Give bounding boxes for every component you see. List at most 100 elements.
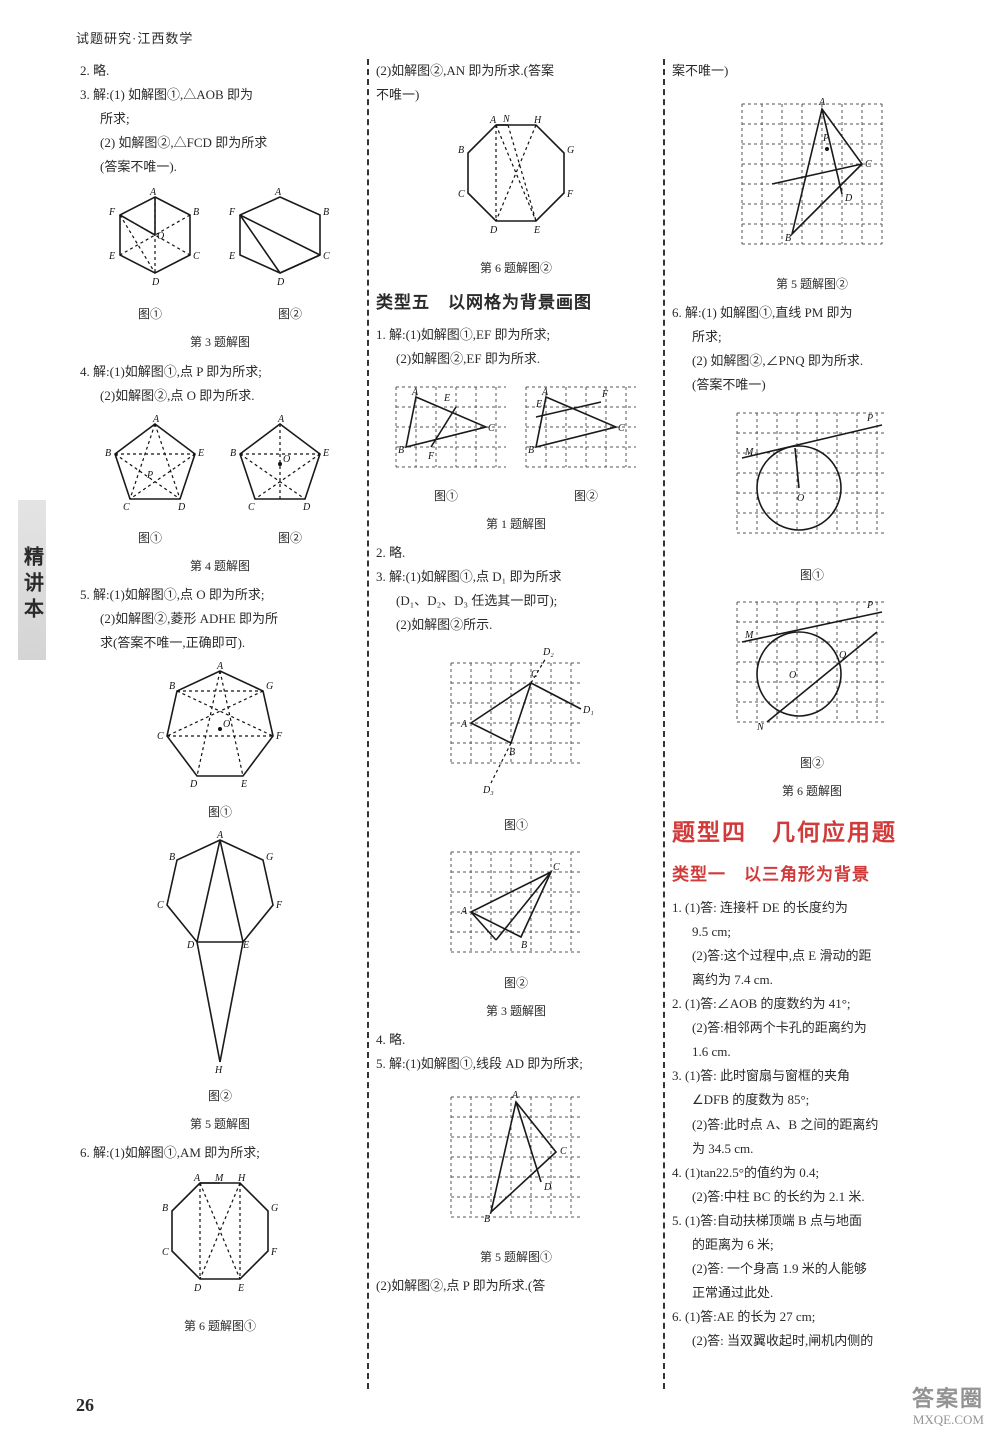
c3-q6b: (2) 如解图②,∠PNQ 即为所求. xyxy=(672,349,952,373)
a1-2: (2)答:这个过程中,点 E 滑动的距 xyxy=(672,944,952,968)
a3-2b: 为 34.5 cm. xyxy=(672,1137,952,1161)
a4-2: (2)答:中柱 BC 的长约为 2.1 米. xyxy=(672,1185,952,1209)
c3-q6b2: (答案不唯一) xyxy=(672,373,952,397)
cap3: 第 3 题解图 xyxy=(80,331,360,353)
cap6b: 第 6 题解图② xyxy=(376,257,656,279)
column-2: (2)如解图②,AN 即为所求.(答案 不唯一) ANH BG CF DE 第 … xyxy=(372,59,660,1389)
svg-text:D: D xyxy=(193,1283,202,1294)
a6-2: (2)答: 当双翼收起时,闸机内侧的 xyxy=(672,1329,952,1353)
c2-s5-2: 2. 略. xyxy=(376,541,656,565)
svg-text:C: C xyxy=(157,900,164,911)
fig-circle2: MP ON Q 图② xyxy=(672,592,952,774)
svg-text:F: F xyxy=(275,731,283,742)
c1-q4a: 4. 解:(1)如解图①,点 P 即为所求; xyxy=(80,360,360,384)
c3-q6a2: 所求; xyxy=(672,325,952,349)
svg-text:A: A xyxy=(489,115,497,126)
a1-1b: 9.5 cm; xyxy=(672,920,952,944)
a5-2: (2)答: 一个身高 1.9 米的人能够 xyxy=(672,1257,952,1281)
svg-text:B: B xyxy=(484,1214,490,1225)
svg-text:E: E xyxy=(228,251,235,262)
svg-text:D: D xyxy=(302,502,311,513)
cap-g6: 第 6 题解图 xyxy=(672,780,952,802)
svg-text:Q: Q xyxy=(839,650,847,661)
c2-s5-1b: (2)如解图②,EF 即为所求. xyxy=(376,347,656,371)
svg-text:A: A xyxy=(277,414,285,425)
svg-text:A: A xyxy=(511,1090,519,1101)
fig-heptagon-kite: AB CD EF GH 图② xyxy=(80,830,360,1107)
svg-text:A: A xyxy=(460,719,468,730)
a2-1: 2. (1)答:∠AOB 的度数约为 41°; xyxy=(672,992,952,1016)
a5-1: 5. (1)答:自动扶梯顶端 B 点与地面 xyxy=(672,1209,952,1233)
svg-text:O: O xyxy=(789,670,796,681)
c3-q6a: 6. 解:(1) 如解图①,直线 PM 即为 xyxy=(672,301,952,325)
svg-text:A: A xyxy=(411,387,419,398)
fig-heptagon: AB CD EF GO 图① xyxy=(80,661,360,823)
svg-text:H: H xyxy=(533,115,542,126)
svg-text:E: E xyxy=(197,448,204,459)
topic-4-title: 题型四 几何应用题 xyxy=(672,812,952,855)
lbl-tu2b: 图② xyxy=(278,527,302,549)
svg-text:B: B xyxy=(193,207,199,218)
c2-s5-3b: (D₁、D₂、D₃ 任选其一即可); xyxy=(376,589,656,613)
svg-text:O: O xyxy=(283,454,290,465)
cap4: 第 4 题解图 xyxy=(80,555,360,577)
svg-text:D: D xyxy=(276,277,285,288)
fig-grid-d: ACB D₁D₂D₃ 图① xyxy=(376,643,656,835)
c1-q4b: (2)如解图②,点 O 即为所求. xyxy=(80,384,360,408)
fig-pentagons: AB CD EP AB CD EO 图① 图② xyxy=(80,414,360,549)
svg-text:C: C xyxy=(618,423,625,434)
svg-text:B: B xyxy=(323,207,329,218)
g3-tu2: 图② xyxy=(376,972,656,994)
cap-g1: 第 1 题解图 xyxy=(376,513,656,535)
fig-octagon1: AMH BG CF DE xyxy=(80,1171,360,1309)
a3-1b: ∠DFB 的度数为 85°; xyxy=(672,1088,952,1112)
svg-text:C: C xyxy=(248,502,255,513)
svg-text:D: D xyxy=(543,1182,552,1193)
svg-text:F: F xyxy=(270,1247,278,1258)
svg-text:A: A xyxy=(818,97,826,108)
svg-text:M: M xyxy=(744,447,754,458)
svg-text:A: A xyxy=(460,906,468,917)
svg-text:H: H xyxy=(214,1065,223,1075)
c1-q5a: 5. 解:(1)如解图①,点 O 即为所求; xyxy=(80,583,360,607)
a2-2b: 1.6 cm. xyxy=(672,1040,952,1064)
svg-text:N: N xyxy=(502,114,511,125)
cap-g3: 第 3 题解图 xyxy=(376,1000,656,1022)
svg-text:B: B xyxy=(398,445,404,456)
svg-text:A: A xyxy=(149,187,157,198)
watermark-bottom: MXQE.COM xyxy=(912,1412,984,1428)
svg-text:B: B xyxy=(162,1203,168,1214)
svg-text:C: C xyxy=(865,159,872,170)
svg-text:D: D xyxy=(489,225,498,236)
g-tu1: 图① xyxy=(434,485,458,507)
main-columns: 2. 略. 3. 解:(1) 如解图①,△AOB 即为 所求; (2) 如解图②… xyxy=(76,59,956,1389)
svg-text:E: E xyxy=(533,225,540,236)
circ-tu1: 图① xyxy=(672,564,952,586)
cap5: 第 5 题解图 xyxy=(80,1113,360,1135)
c1-q6a: 6. 解:(1)如解图①,AM 即为所求; xyxy=(80,1141,360,1165)
c2-top: (2)如解图②,AN 即为所求.(答案 xyxy=(376,59,656,83)
lbl-hep2: 图② xyxy=(80,1085,360,1107)
column-1: 2. 略. 3. 解:(1) 如解图①,△AOB 即为 所求; (2) 如解图②… xyxy=(76,59,364,1389)
section-5-title: 类型五 以网格为背景画图 xyxy=(376,287,656,318)
svg-text:F: F xyxy=(427,451,435,462)
svg-text:P: P xyxy=(822,133,829,144)
svg-text:F: F xyxy=(566,189,574,200)
svg-text:F: F xyxy=(228,207,236,218)
svg-text:G: G xyxy=(266,681,273,692)
c1-q3a: 3. 解:(1) 如解图①,△AOB 即为 xyxy=(80,83,360,107)
c2-topb: 不唯一) xyxy=(376,83,656,107)
watermark-top: 答案圈 xyxy=(912,1386,984,1412)
c1-q3a2: 所求; xyxy=(80,107,360,131)
type-1-title: 类型一 以三角形为背景 xyxy=(672,859,952,890)
a3-2: (2)答:此时点 A、B 之间的距离约 xyxy=(672,1113,952,1137)
svg-text:A: A xyxy=(216,661,224,672)
svg-text:D: D xyxy=(177,502,186,513)
fig-grid-tri: ABC EF ABC EF 图① 图② xyxy=(376,377,656,507)
c2-s5-5a: 5. 解:(1)如解图①,线段 AD 即为所求; xyxy=(376,1052,656,1076)
c1-q3b: (2) 如解图②,△FCD 即为所求 xyxy=(80,131,360,155)
fig-circle1: MP O 图① xyxy=(672,403,952,585)
svg-text:P: P xyxy=(866,413,873,424)
svg-text:G: G xyxy=(271,1203,278,1214)
svg-text:C: C xyxy=(488,423,495,434)
